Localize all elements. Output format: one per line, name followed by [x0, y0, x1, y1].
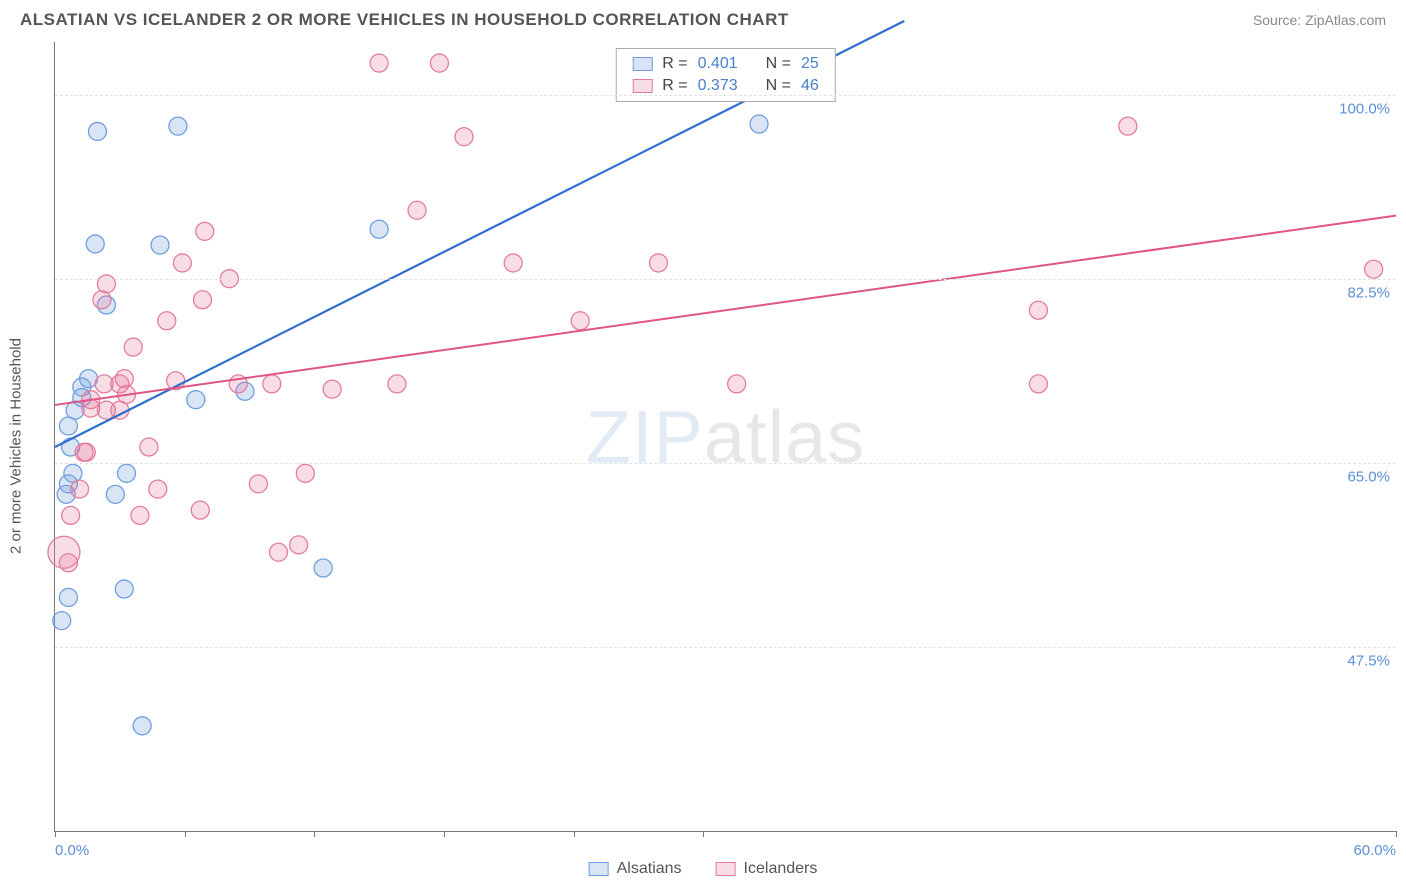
legend-r-label: R = [662, 55, 687, 73]
data-point [115, 580, 133, 598]
data-point [187, 391, 205, 409]
data-point [59, 554, 77, 572]
legend-n-label: N = [766, 55, 791, 73]
source-label: Source: ZipAtlas.com [1253, 12, 1386, 28]
page-title: ALSATIAN VS ICELANDER 2 OR MORE VEHICLES… [20, 10, 789, 30]
data-point [290, 536, 308, 554]
data-point [59, 588, 77, 606]
legend-item: Alsatians [589, 860, 682, 878]
data-point [133, 717, 151, 735]
data-point [124, 338, 142, 356]
data-point [370, 54, 388, 72]
legend-r-value: 0.401 [698, 55, 738, 73]
y-tick-label: 100.0% [1339, 100, 1390, 117]
correlation-chart: ZIPatlas R = 0.401 N = 25 R = 0.373 N = … [54, 42, 1396, 832]
data-point [263, 375, 281, 393]
data-point [1119, 117, 1137, 135]
data-point [323, 380, 341, 398]
legend-swatch [716, 862, 736, 876]
legend-label: Alsatians [617, 860, 682, 878]
data-point [115, 370, 133, 388]
x-tick-label: 60.0% [1353, 842, 1396, 859]
data-point [140, 438, 158, 456]
x-tick-label: 0.0% [55, 842, 89, 859]
data-point [149, 480, 167, 498]
data-point [169, 117, 187, 135]
data-point [97, 275, 115, 293]
data-point [571, 312, 589, 330]
data-point [173, 254, 191, 272]
scatter-plot [55, 42, 1396, 831]
legend-r-value: 0.373 [698, 77, 738, 95]
data-point [62, 506, 80, 524]
data-point [106, 485, 124, 503]
data-point [196, 222, 214, 240]
data-point [158, 312, 176, 330]
trend-line [55, 216, 1396, 405]
data-point [77, 443, 95, 461]
data-point [131, 506, 149, 524]
legend-swatch [589, 862, 609, 876]
data-point [430, 54, 448, 72]
data-point [296, 464, 314, 482]
legend-n-value: 25 [801, 55, 819, 73]
y-axis-title: 2 or more Vehicles in Household [8, 338, 25, 554]
data-point [88, 122, 106, 140]
data-point [71, 480, 89, 498]
data-point [1029, 301, 1047, 319]
legend-swatch [632, 79, 652, 93]
data-point [270, 543, 288, 561]
data-point [1029, 375, 1047, 393]
legend-label: Icelanders [744, 860, 818, 878]
data-point [93, 291, 111, 309]
data-point [191, 501, 209, 519]
data-point [408, 201, 426, 219]
data-point [118, 464, 136, 482]
data-point [53, 612, 71, 630]
data-point [151, 236, 169, 254]
data-point [86, 235, 104, 253]
y-tick-label: 82.5% [1347, 284, 1390, 301]
legend-row: R = 0.401 N = 25 [616, 53, 835, 75]
y-tick-label: 47.5% [1347, 652, 1390, 669]
legend-r-label: R = [662, 77, 687, 95]
data-point [455, 128, 473, 146]
legend-swatch [632, 57, 652, 71]
legend-series: Alsatians Icelanders [589, 860, 818, 878]
data-point [728, 375, 746, 393]
data-point [194, 291, 212, 309]
data-point [249, 475, 267, 493]
data-point [314, 559, 332, 577]
y-tick-label: 65.0% [1347, 468, 1390, 485]
data-point [649, 254, 667, 272]
data-point [388, 375, 406, 393]
data-point [750, 115, 768, 133]
legend-n-value: 46 [801, 77, 819, 95]
data-point [504, 254, 522, 272]
legend-item: Icelanders [716, 860, 818, 878]
data-point [1365, 260, 1383, 278]
data-point [370, 220, 388, 238]
legend-n-label: N = [766, 77, 791, 95]
